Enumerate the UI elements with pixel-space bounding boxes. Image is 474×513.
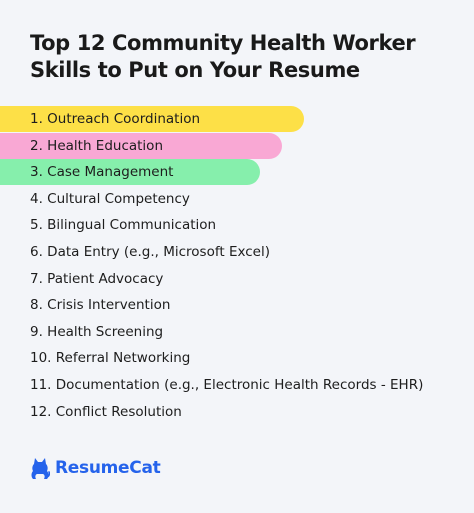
skill-item-6: 6. Data Entry (e.g., Microsoft Excel) [30, 243, 270, 260]
skill-item-8: 8. Crisis Intervention [30, 297, 171, 314]
cat-icon [31, 458, 50, 479]
skill-item-10: 10. Referral Networking [30, 350, 191, 367]
skill-item-3: 3. Case Management [0, 159, 260, 186]
title-line-2: Skills to Put on Your Resume [30, 58, 360, 82]
skills-list: 1. Outreach Coordination 2. Health Educa… [0, 106, 474, 425]
skill-item-7: 7. Patient Advocacy [30, 270, 164, 287]
skill-item-12: 12. Conflict Resolution [30, 403, 182, 420]
brand-name: ResumeCat [55, 458, 161, 478]
skill-item-5: 5. Bilingual Communication [30, 217, 217, 234]
skill-item-4: 4. Cultural Competency [30, 190, 190, 207]
skill-item-11: 11. Documentation (e.g., Electronic Heal… [30, 376, 424, 393]
skill-item-1: 1. Outreach Coordination [0, 106, 304, 132]
page-title: Top 12 Community Health Worker Skills to… [30, 30, 460, 84]
title-line-1: Top 12 Community Health Worker [30, 31, 416, 55]
skill-item-2: 2. Health Education [0, 132, 282, 159]
skill-item-9: 9. Health Screening [30, 323, 164, 340]
brand-logo: ResumeCat [30, 453, 161, 483]
